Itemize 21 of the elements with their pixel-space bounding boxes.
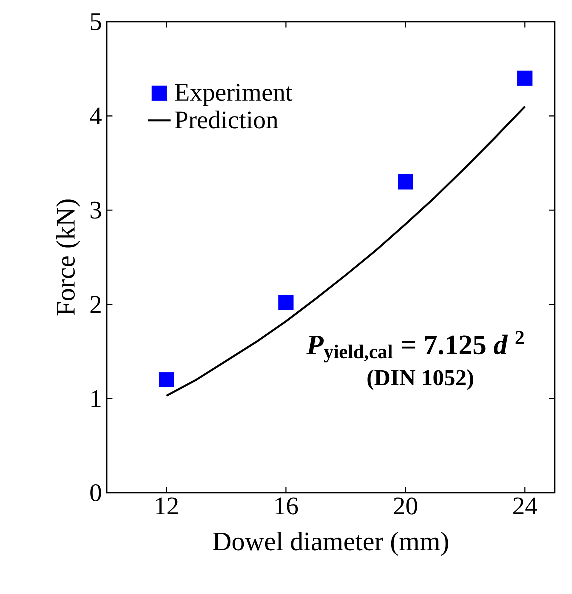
point	[159, 372, 174, 388]
y-tick-label: 5	[91, 14, 102, 30]
y-tick-label: 3	[90, 202, 102, 219]
x-tick-label: 24	[514, 498, 538, 514]
legend-label: Prediction	[175, 110, 278, 129]
x-tick-label: 12	[156, 498, 178, 514]
annotation: (DIN 1052)	[368, 370, 474, 390]
x-axis-title: Dowel diameter (mm)	[213, 532, 448, 556]
legend-label: Experiment	[175, 84, 293, 106]
x-tick-label: 20	[394, 498, 418, 515]
point	[398, 174, 414, 190]
y-tick-label: 0	[90, 484, 102, 502]
annotation: P$_{yield,cal}$ = 7.125 d $^{2}$	[306, 331, 524, 363]
y-tick-label: 1	[92, 390, 101, 408]
line-series	[166, 106, 526, 397]
point	[278, 295, 294, 310]
y-tick-label: 2	[90, 296, 101, 313]
point	[518, 70, 533, 86]
x-tick-label: 16	[276, 498, 298, 515]
y-axis-title: Force (kN)	[56, 200, 80, 316]
y-tick-label: 4	[90, 108, 102, 125]
